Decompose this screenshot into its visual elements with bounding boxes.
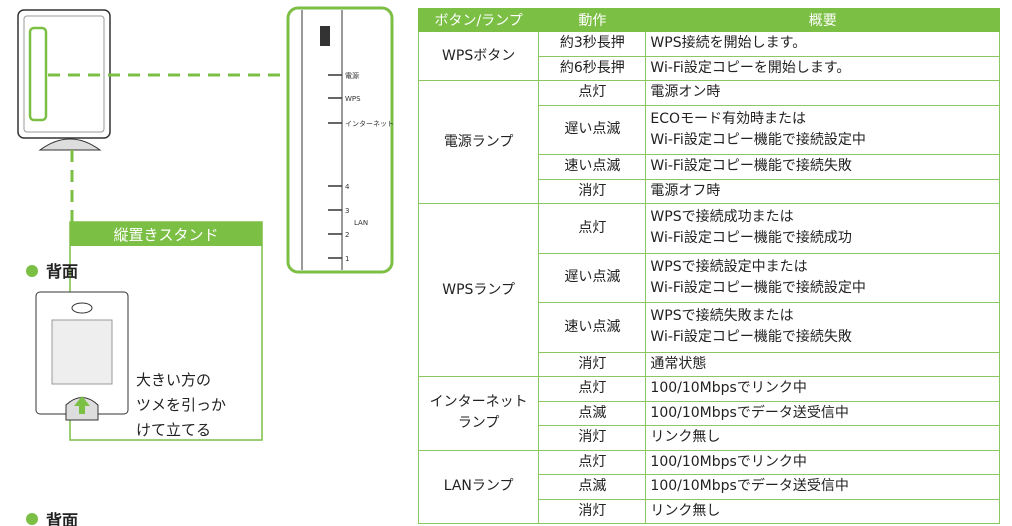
panel-label: WPS	[345, 95, 361, 103]
text-line: リンク無し	[650, 429, 721, 446]
summary-cell: 100/10Mbpsでデータ送受信中	[645, 474, 1000, 500]
summary-cell: 100/10Mbpsでリンク中	[645, 376, 1000, 402]
header-cell: ボタン/ランプ	[417, 8, 540, 32]
action-cell: 点灯	[538, 203, 647, 254]
text-line: 電源オフ時	[650, 182, 721, 199]
text-line: WPSランプ	[442, 281, 515, 298]
stand-title: 縦置きスタンド	[113, 226, 218, 244]
panel-label: LAN	[354, 219, 368, 227]
action-cell: 遅い点滅	[538, 104, 647, 155]
summary-cell: リンク無し	[645, 425, 1000, 451]
header-cell: 動作	[538, 8, 647, 32]
table-row: WPSボタン 約3秒長押 WPS接続を開始します。	[417, 31, 1000, 81]
text-line: WPS接続を開始します。	[650, 35, 807, 52]
group-cell: WPSボタン	[417, 31, 540, 81]
panel-label: 2	[345, 231, 349, 239]
panel-label: 電源	[345, 71, 359, 80]
text-line: 電源ランプ	[443, 133, 514, 150]
action-cell: 点滅	[538, 474, 647, 500]
group-cell: インターネット ランプ	[417, 376, 540, 451]
action-cell: 点滅	[538, 400, 647, 426]
panel-label: 1	[345, 255, 349, 263]
diagram: 電源WPSインターネット43LAN21縦置きスタンド背面大きい方のツメを引っかけ…	[17, 6, 394, 526]
text-line: ECOモード有効時または	[650, 110, 807, 127]
table-row: LANランプ 点灯 100/10Mbpsでリンク中	[417, 449, 1000, 524]
summary-cell: WPSで接続成功または Wi-Fi設定コピー機能で接続成功	[645, 203, 1000, 254]
summary-cell: 電源オフ時	[645, 178, 1000, 204]
table-row: 消灯 リンク無し	[419, 425, 1000, 451]
summary-cell: WPS接続を開始します。	[645, 31, 1000, 57]
text-line: 100/10Mbpsでデータ送受信中	[650, 404, 849, 421]
table-row: 消灯 リンク無し	[419, 498, 1000, 524]
text-line: ランプ	[457, 415, 500, 432]
action-cell: 消灯	[538, 351, 647, 377]
table-row: WPSランプ 点灯 WPSで接続成功または Wi-Fi設定コピー機能で接続成功	[417, 203, 1000, 377]
text-line: WPSボタン	[442, 47, 516, 64]
table-row: インターネット ランプ 点灯 100/10Mbpsでリンク中	[417, 376, 1000, 451]
summary-cell: WPSで接続失敗または Wi-Fi設定コピー機能で接続失敗	[645, 302, 1000, 353]
action-cell: 速い点滅	[538, 154, 647, 180]
table-row: 遅い点滅 ECOモード有効時または Wi-Fi設定コピー機能で接続設定中	[419, 104, 1000, 155]
group-cell: LANランプ	[417, 449, 540, 524]
table-row: 遅い点滅 WPSで接続設定中または Wi-Fi設定コピー機能で接続設定中	[419, 252, 1000, 303]
text-line: Wi-Fi設定コピーを開始します。	[650, 59, 851, 76]
text-line: Wi-Fi設定コピー機能で接続設定中	[650, 131, 866, 148]
stand-subtitle: 背面	[46, 262, 78, 281]
text-line: WPSで接続設定中または	[650, 258, 808, 275]
group-cell: 電源ランプ	[417, 80, 540, 204]
text-line: リンク無し	[650, 502, 721, 519]
text-line: 100/10Mbpsでデータ送受信中	[650, 478, 849, 495]
summary-cell: WPSで接続設定中または Wi-Fi設定コピー機能で接続設定中	[645, 252, 1000, 303]
action-cell: 消灯	[538, 178, 647, 204]
table-row: 約6秒長押 Wi-Fi設定コピーを開始します。	[419, 55, 1000, 81]
action-cell: 点灯	[538, 80, 647, 106]
action-cell: 点灯	[538, 376, 647, 402]
stand-note: ツメを引っか	[136, 396, 226, 414]
text-line: Wi-Fi設定コピー機能で接続設定中	[650, 279, 866, 296]
table-row: 速い点滅 WPSで接続失敗または Wi-Fi設定コピー機能で接続失敗	[419, 302, 1000, 353]
text-line: Wi-Fi設定コピー機能で接続失敗	[650, 158, 852, 175]
panel-label: 3	[345, 207, 349, 215]
summary-cell: 電源オン時	[645, 80, 1000, 106]
header-cell: 概要	[645, 8, 1000, 32]
summary-cell: リンク無し	[645, 498, 1000, 524]
action-cell: 速い点滅	[538, 302, 647, 353]
table-row: 電源ランプ 点灯 電源オン時	[417, 80, 1000, 204]
text-line: Wi-Fi設定コピー機能で接続成功	[650, 230, 852, 247]
text-line: 電源オン時	[650, 84, 721, 101]
stand-note: 大きい方の	[136, 371, 211, 389]
text-line: 100/10Mbpsでリンク中	[650, 453, 807, 470]
action-cell: 消灯	[538, 425, 647, 451]
footer-subtitle: 背面	[46, 511, 78, 526]
group-cell: WPSランプ	[417, 203, 540, 377]
text-line: LANランプ	[443, 478, 514, 495]
text-line: 通常状態	[650, 355, 707, 372]
action-cell: 約6秒長押	[538, 55, 647, 81]
text-line: 100/10Mbpsでリンク中	[650, 380, 807, 397]
panel-label: 4	[345, 183, 350, 191]
panel-label: インターネット	[345, 119, 394, 128]
table-row: 点滅 100/10Mbpsでデータ送受信中	[419, 400, 1000, 426]
stand-note: けて立てる	[136, 421, 211, 439]
text-line: インターネット	[429, 394, 528, 411]
action-cell: 点灯	[538, 449, 647, 475]
summary-cell: 100/10Mbpsでデータ送受信中	[645, 400, 1000, 426]
spec-table: ボタン/ランプ 動作 概要 WPSボタン 約3秒長押 WPS接続を開始します。 約6秒長押 W…	[417, 8, 1000, 524]
text-line: Wi-Fi設定コピー機能で接続失敗	[650, 329, 852, 346]
action-cell: 遅い点滅	[538, 252, 647, 303]
summary-cell: Wi-Fi設定コピー機能で接続失敗	[645, 154, 1000, 180]
text-line: WPSで接続失敗または	[650, 308, 794, 325]
text-line: WPSで接続成功または	[650, 209, 794, 226]
summary-cell: 通常状態	[645, 351, 1000, 377]
summary-cell: 100/10Mbpsでリンク中	[645, 449, 1000, 475]
action-cell: 消灯	[538, 498, 647, 524]
action-cell: 約3秒長押	[538, 31, 647, 57]
summary-cell: ECOモード有効時または Wi-Fi設定コピー機能で接続設定中	[645, 104, 1000, 155]
summary-cell: Wi-Fi設定コピーを開始します。	[645, 55, 1000, 81]
